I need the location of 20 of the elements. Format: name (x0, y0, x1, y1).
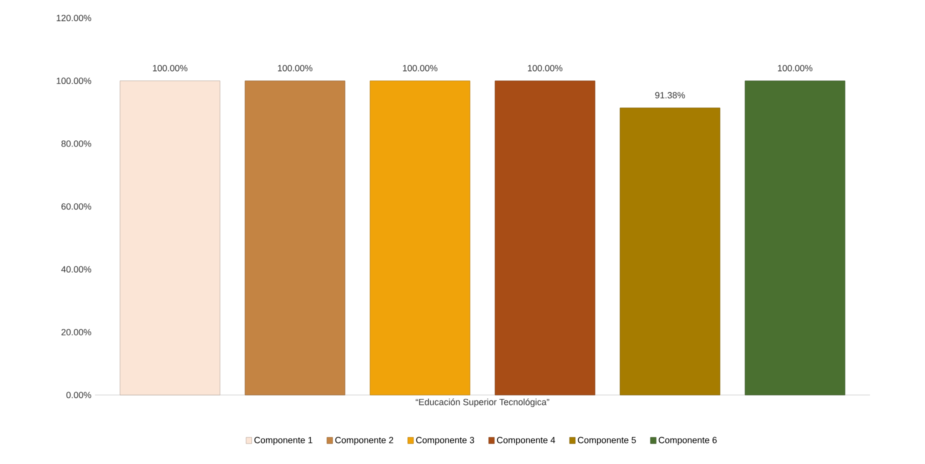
legend-label: Componente 1 (254, 436, 312, 446)
data-label: 100.00% (278, 64, 312, 72)
y-tick-label: 120.00% (56, 14, 92, 22)
legend-label: Componente 3 (416, 436, 474, 446)
y-tick-label: 100.00% (56, 78, 92, 84)
y-tick-label: 60.00% (62, 203, 92, 210)
y-tick-label: 20.00% (62, 328, 92, 336)
x-tick-label: “Educación Superior Tecnológica” (416, 398, 550, 407)
legend-label: Componente 2 (335, 436, 394, 446)
y-tick-label: 40.00% (61, 266, 92, 273)
data-label: 100.00% (152, 64, 188, 72)
data-label: 91.38% (655, 92, 685, 98)
y-tick-label: 80.00% (61, 140, 92, 147)
legend-label: Componente 5 (578, 436, 636, 446)
data-label: 100.00% (528, 64, 562, 72)
legend-label: Componente 4 (497, 436, 556, 446)
data-label: 100.00% (778, 64, 812, 72)
legend-label: Componente 6 (658, 436, 717, 446)
y-tick-label: 0.00% (66, 392, 92, 398)
data-label: 100.00% (402, 64, 438, 72)
